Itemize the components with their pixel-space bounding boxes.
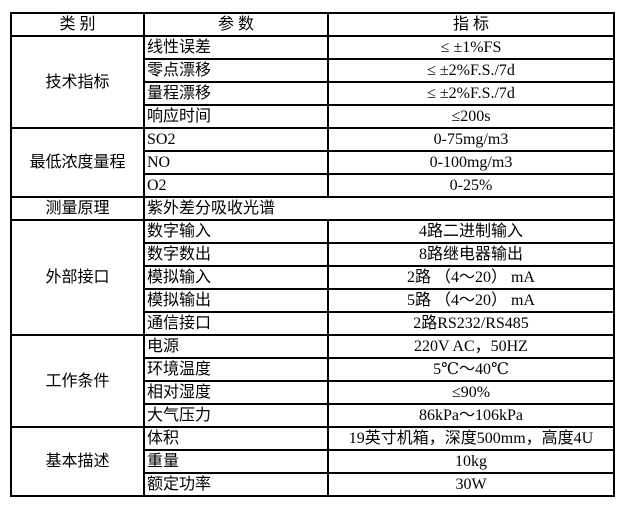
table-row: 通信接口 2路RS232/RS485 <box>11 311 615 336</box>
value-cell: 8路继电器输出 <box>327 242 615 267</box>
table-row: NO 0-100mg/m3 <box>11 150 615 175</box>
value-cell: 220V AC，50HZ <box>327 334 615 359</box>
table-row: 外部接口 数字输入 4路二进制输入 <box>10 219 615 336</box>
param-cell: 响应时间 <box>143 104 329 129</box>
table-row: 模拟输出 5路 （4～20） mA <box>11 288 615 313</box>
header-param: 参 数 <box>143 12 329 37</box>
param-cell: O2 <box>143 173 329 198</box>
spec-table: 类 别 参 数 指 标 技术指标 线性误差 ≤ ±1%FS 零点漂移 ≤ ±2%… <box>10 12 615 497</box>
param-cell: NO <box>143 150 329 175</box>
param-cell: 量程漂移 <box>143 81 329 106</box>
value-cell: 30W <box>327 472 615 497</box>
param-cell: 线性误差 <box>143 35 329 60</box>
table-row: 工作条件 电源 220V AC，50HZ <box>10 334 615 428</box>
table-row: 相对湿度 ≤90% <box>11 380 615 405</box>
category-cell: 技术指标 <box>10 35 145 129</box>
header-category: 类 别 <box>10 12 145 37</box>
value-cell: ≤200s <box>327 104 615 129</box>
table-row: 零点漂移 ≤ ±2%F.S./7d <box>11 58 615 83</box>
table-row: 响应时间 ≤200s <box>11 104 615 129</box>
value-cell: 19英寸机箱，深度500mm，高度4U <box>327 426 615 451</box>
value-cell: 5℃～40℃ <box>327 357 615 382</box>
table-row: 额定功率 30W <box>11 472 615 497</box>
value-cell: ≤90% <box>327 380 615 405</box>
table-row: O2 0-25% <box>11 173 615 198</box>
value-cell: 10kg <box>327 449 615 474</box>
table-row: 基本描述 体积 19英寸机箱，深度500mm，高度4U <box>10 426 615 497</box>
param-cell: 电源 <box>143 334 329 359</box>
param-cell: 大气压力 <box>143 403 329 428</box>
value-cell: 4路二进制输入 <box>327 219 615 244</box>
param-cell: 环境温度 <box>143 357 329 382</box>
value-cell: 2路 （4～20） mA <box>327 265 615 290</box>
table-row: 数字数出 8路继电器输出 <box>11 242 615 267</box>
param-cell: SO2 <box>143 127 329 152</box>
param-cell: 模拟输出 <box>143 288 329 313</box>
table-row: 模拟输入 2路 （4～20） mA <box>11 265 615 290</box>
param-cell: 数字数出 <box>143 242 329 267</box>
value-cell: ≤ ±1%FS <box>327 35 615 60</box>
category-cell: 外部接口 <box>10 219 145 336</box>
table-row: 重量 10kg <box>11 449 615 474</box>
param-cell: 零点漂移 <box>143 58 329 83</box>
header-value: 指 标 <box>327 12 615 37</box>
table-row: 最低浓度量程 SO2 0-75mg/m3 <box>10 127 615 198</box>
category-cell: 测量原理 <box>10 196 145 221</box>
category-cell: 基本描述 <box>10 426 145 497</box>
param-cell: 模拟输入 <box>143 265 329 290</box>
value-cell: ≤ ±2%F.S./7d <box>327 81 615 106</box>
value-cell: 2路RS232/RS485 <box>327 311 615 336</box>
category-cell: 工作条件 <box>10 334 145 428</box>
spanning-value-cell: 紫外差分吸收光谱 <box>143 196 615 221</box>
param-cell: 通信接口 <box>143 311 329 336</box>
param-cell: 重量 <box>143 449 329 474</box>
table-row: 环境温度 5℃～40℃ <box>11 357 615 382</box>
value-cell: 0-100mg/m3 <box>327 150 615 175</box>
table-row: 测量原理 紫外差分吸收光谱 <box>10 196 615 221</box>
value-cell: 0-25% <box>327 173 615 198</box>
value-cell: ≤ ±2%F.S./7d <box>327 58 615 83</box>
param-cell: 体积 <box>143 426 329 451</box>
table-row: 量程漂移 ≤ ±2%F.S./7d <box>11 81 615 106</box>
value-cell: 0-75mg/m3 <box>327 127 615 152</box>
param-cell: 相对湿度 <box>143 380 329 405</box>
header-row: 类 别 参 数 指 标 <box>10 12 615 37</box>
table-row: 技术指标 线性误差 ≤ ±1%FS <box>10 35 615 129</box>
category-cell: 最低浓度量程 <box>10 127 145 198</box>
param-cell: 数字输入 <box>143 219 329 244</box>
value-cell: 5路 （4～20） mA <box>327 288 615 313</box>
param-cell: 额定功率 <box>143 472 329 497</box>
value-cell: 86kPa～106kPa <box>327 403 615 428</box>
table-row: 大气压力 86kPa～106kPa <box>11 403 615 428</box>
